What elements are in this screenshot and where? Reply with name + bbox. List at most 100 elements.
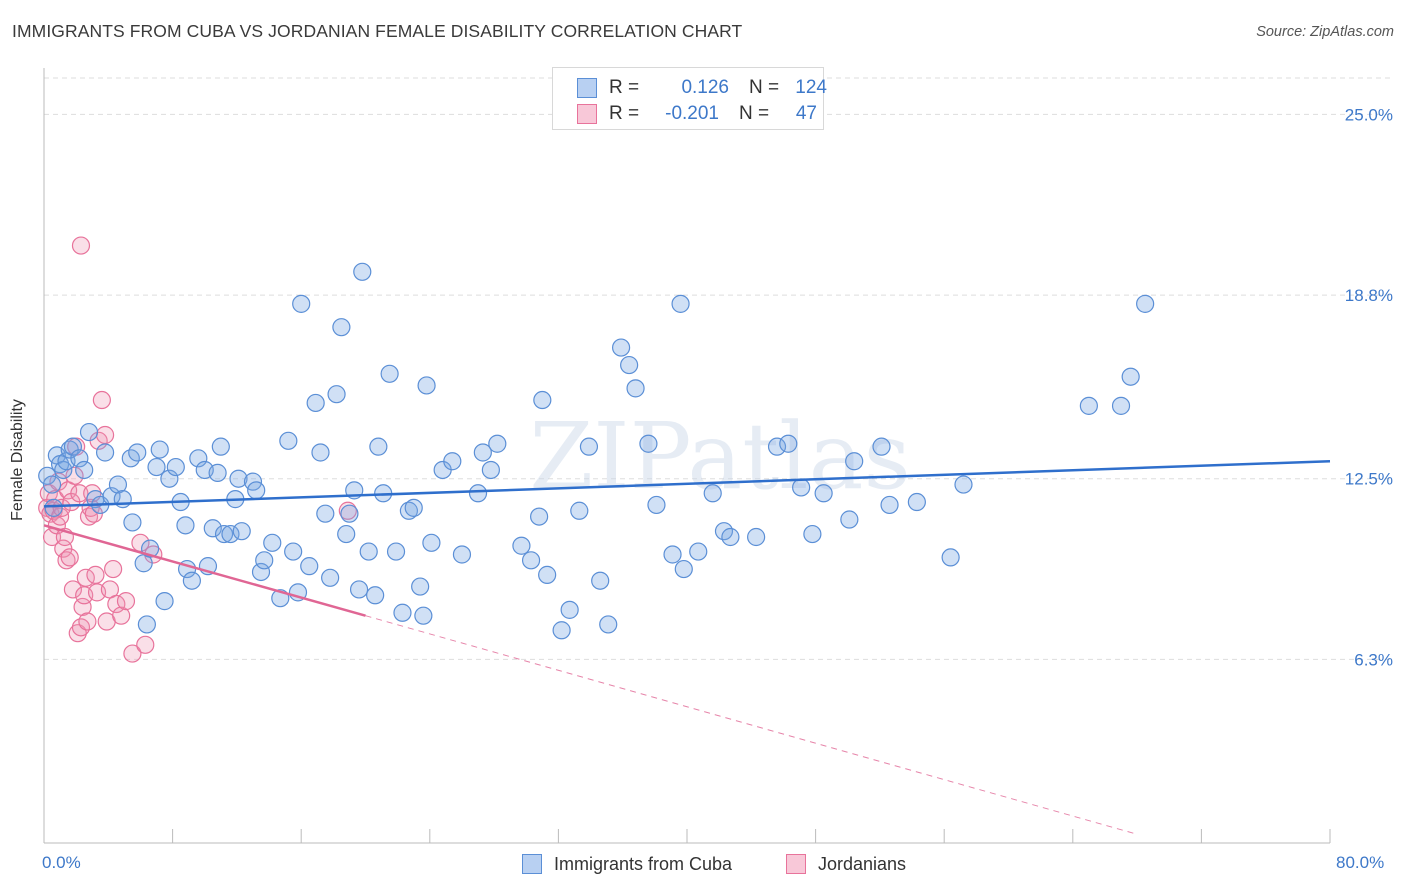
x-tick-label-max: 80.0% xyxy=(1336,853,1385,872)
data-point xyxy=(44,498,63,517)
cuba-points xyxy=(38,262,1155,640)
data-point xyxy=(247,481,266,500)
jordanians-trend-extension xyxy=(365,615,1138,835)
data-point xyxy=(779,434,798,453)
data-point xyxy=(70,484,89,503)
data-point xyxy=(73,597,92,617)
data-point xyxy=(845,452,864,471)
data-point xyxy=(316,504,335,523)
data-point xyxy=(75,460,94,480)
legend-r-label: R = xyxy=(609,103,640,124)
data-point xyxy=(65,466,84,485)
data-point xyxy=(112,606,131,625)
data-point xyxy=(647,495,666,515)
data-point xyxy=(399,501,419,520)
data-point xyxy=(521,551,541,570)
legend-item-jordanians: Jordanians xyxy=(786,851,906,877)
data-point xyxy=(284,542,303,561)
legend-swatch-jordanians xyxy=(577,104,597,124)
data-point xyxy=(353,262,372,281)
data-point xyxy=(123,513,142,532)
data-point xyxy=(359,542,378,561)
data-point xyxy=(255,551,274,570)
data-point xyxy=(380,364,399,383)
chart-source: Source: ZipAtlas.com xyxy=(1256,24,1394,40)
correlation-legend: R = 0.126 N = 124 R = -0.201 N = 47 xyxy=(552,67,827,130)
data-point xyxy=(95,443,115,462)
trend-layer xyxy=(43,459,1331,835)
chart-title: IMMIGRANTS FROM CUBA VS JORDANIAN FEMALE… xyxy=(12,21,743,41)
legend-bottom-swatch-cuba xyxy=(522,854,542,874)
y-tick-label: 12.5% xyxy=(1345,470,1393,489)
data-point xyxy=(42,475,62,494)
data-point xyxy=(369,437,388,456)
data-point xyxy=(78,612,97,631)
data-point xyxy=(579,437,599,456)
data-point xyxy=(533,390,552,410)
y-tick-labels: 6.3% 12.5% 18.8% 25.0% xyxy=(1345,105,1393,669)
data-point xyxy=(63,437,83,456)
y-tick-label: 18.8% xyxy=(1345,286,1393,305)
data-point xyxy=(393,603,412,622)
data-point xyxy=(639,434,658,453)
legend-row-cuba: R = 0.126 N = 124 xyxy=(577,76,827,100)
data-point xyxy=(349,580,369,599)
data-point xyxy=(327,385,346,404)
data-point xyxy=(1121,367,1140,386)
jordanians-trend-line xyxy=(43,524,366,617)
legend-swatch-cuba xyxy=(577,78,597,98)
data-point xyxy=(880,495,899,515)
data-point xyxy=(512,536,531,555)
data-point xyxy=(366,586,385,605)
data-point xyxy=(332,318,351,337)
data-point xyxy=(92,390,111,410)
data-point xyxy=(128,443,147,462)
data-point xyxy=(311,443,330,462)
data-point xyxy=(155,592,174,611)
data-point xyxy=(214,524,234,544)
data-point xyxy=(488,434,507,453)
data-point xyxy=(147,457,166,477)
data-point xyxy=(538,565,557,584)
data-point xyxy=(721,527,740,547)
data-point xyxy=(189,449,208,468)
data-point xyxy=(417,376,436,395)
data-point xyxy=(1136,294,1155,313)
data-point xyxy=(338,501,357,520)
data-point xyxy=(321,568,340,587)
data-point xyxy=(337,524,356,544)
data-point xyxy=(872,437,891,456)
data-point xyxy=(136,635,155,654)
data-point xyxy=(599,615,618,634)
data-point xyxy=(108,475,128,494)
data-point xyxy=(803,524,822,544)
data-point xyxy=(703,484,722,503)
legend-r-value: 0.126 xyxy=(681,77,729,98)
legend-r-value: -0.201 xyxy=(665,103,719,124)
data-point xyxy=(182,571,201,590)
data-point xyxy=(907,492,926,512)
data-point xyxy=(404,498,423,517)
data-point xyxy=(221,524,240,544)
data-point xyxy=(68,624,87,643)
legend-r-label: R = xyxy=(609,77,640,98)
data-point xyxy=(626,379,645,398)
legend-n-label: N = xyxy=(739,103,770,124)
data-point xyxy=(211,437,230,456)
legend-n-label: N = xyxy=(749,77,780,98)
data-point xyxy=(611,338,631,357)
axis-layer xyxy=(43,68,1331,844)
data-point xyxy=(452,545,472,564)
data-point xyxy=(208,463,227,482)
data-point xyxy=(840,510,859,529)
x-tick-label-min: 0.0% xyxy=(42,853,81,872)
data-point xyxy=(176,516,195,535)
data-point xyxy=(530,507,549,526)
data-point xyxy=(443,452,462,471)
data-point xyxy=(70,449,89,468)
data-point xyxy=(386,542,406,561)
data-point xyxy=(560,600,579,619)
data-point xyxy=(203,519,222,538)
data-point xyxy=(663,545,682,564)
data-point xyxy=(414,606,433,625)
